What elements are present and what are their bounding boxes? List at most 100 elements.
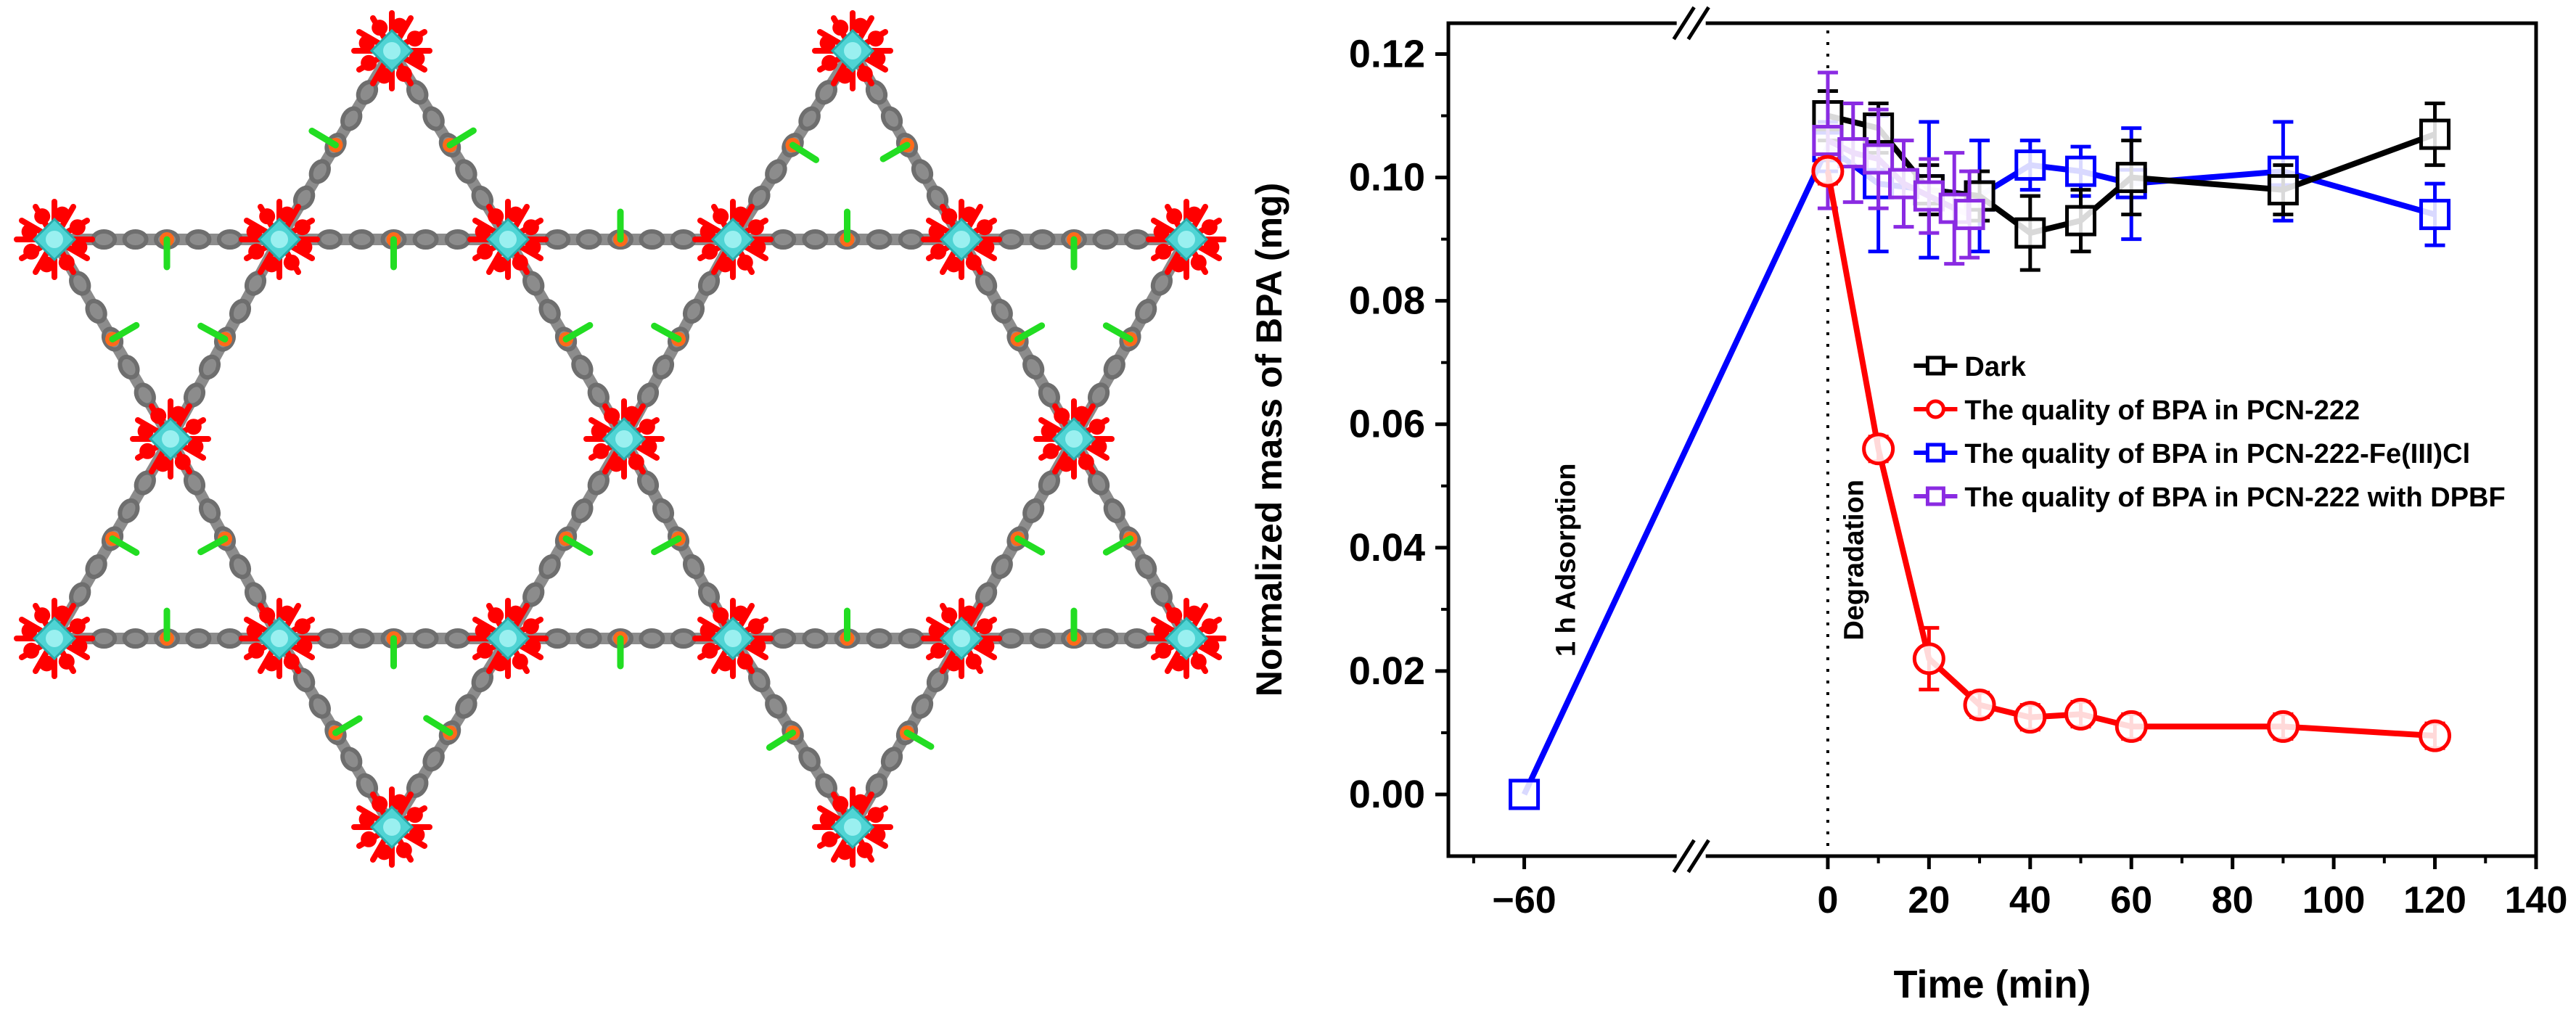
oxygen-atom — [732, 206, 749, 223]
y-tick-label: 0.12 — [1349, 33, 1425, 76]
phenyl-ring — [422, 106, 445, 131]
oxygen-atom — [150, 408, 167, 424]
oxygen-atom — [507, 605, 524, 622]
phenyl-ring — [639, 229, 665, 250]
oxygen-atom — [713, 607, 729, 624]
oxygen-atom — [372, 20, 388, 36]
phenyl-ring — [412, 628, 439, 649]
zr-cluster-node — [1033, 398, 1115, 480]
oxygen-atom — [856, 842, 873, 858]
oxygen-atom — [185, 419, 202, 435]
phenyl-ring — [118, 498, 140, 524]
oxygen-atom — [34, 208, 51, 225]
zirconium-atom — [383, 818, 401, 836]
phenyl-ring — [571, 354, 594, 380]
oxygen-atom — [409, 826, 425, 843]
phenyl-ring — [639, 628, 665, 649]
data-point — [2064, 697, 2098, 731]
legend-marker — [1925, 443, 1945, 463]
data-point — [2419, 199, 2451, 231]
phenyl-ring — [348, 229, 375, 250]
zirconium-atom — [615, 430, 633, 448]
y-tick-label: 0.06 — [1349, 403, 1425, 446]
oxygen-atom — [23, 243, 40, 260]
oxygen-atom — [283, 653, 300, 670]
oxygen-atom — [832, 796, 849, 813]
chloride-ligand — [109, 535, 140, 556]
oxygen-atom — [700, 622, 716, 639]
oxygen-atom — [71, 638, 88, 654]
oxygen-atom — [361, 831, 377, 847]
data-point — [1953, 199, 1985, 231]
data-point — [1811, 155, 1845, 188]
oxygen-atom — [525, 638, 541, 654]
phenyl-ring — [1135, 554, 1157, 580]
phenyl-ring — [229, 298, 252, 324]
phenyl-ring — [1103, 354, 1125, 380]
y-tick-label: 0.02 — [1349, 649, 1425, 693]
legend-label: The quality of BPA in PCN-222 with DPBF — [1964, 482, 2505, 513]
oxygen-atom — [928, 223, 945, 240]
oxygen-atom — [69, 618, 86, 635]
phenyl-ring — [198, 354, 221, 380]
oxygen-atom — [259, 607, 276, 624]
phenyl-ring — [1029, 229, 1056, 250]
phenyl-ring — [798, 747, 821, 772]
phenyl-ring — [118, 354, 140, 380]
oxygen-atom — [941, 607, 958, 624]
zr-cluster-node — [812, 786, 893, 868]
oxygen-atom — [1203, 239, 1220, 255]
oxygen-atom — [930, 243, 947, 260]
axis-break-slash — [1672, 839, 1696, 874]
oxygen-atom — [965, 254, 982, 271]
legend-marker — [1925, 356, 1945, 376]
oxygen-atom — [1186, 605, 1202, 622]
oxygen-atom — [522, 618, 539, 635]
zirconium-atom — [1065, 430, 1083, 448]
zr-cluster-node — [692, 199, 774, 280]
zr-cluster-node — [351, 10, 432, 91]
chloride-ligand — [789, 141, 820, 163]
zirconium-atom — [1178, 231, 1195, 248]
oxygen-atom — [512, 653, 528, 670]
oxygen-atom — [747, 618, 764, 635]
phenyl-ring — [229, 554, 252, 580]
phenyl-ring — [990, 554, 1013, 580]
oxygen-atom — [819, 35, 836, 52]
phenyl-ring — [538, 554, 561, 580]
oxygen-atom — [38, 256, 55, 273]
chloride-ligand — [879, 141, 911, 163]
oxygen-atom — [928, 622, 945, 639]
oxygen-atom — [395, 65, 412, 82]
mof-structure-image — [14, 10, 1226, 868]
phenyl-ring — [122, 229, 149, 250]
oxygen-atom — [832, 20, 849, 36]
oxygen-atom — [279, 206, 295, 223]
oxygen-atom — [409, 50, 425, 67]
zr-cluster-node — [351, 786, 432, 868]
oxygen-atom — [1170, 256, 1187, 273]
phenyl-ring — [340, 747, 363, 772]
data-point — [1837, 137, 1869, 169]
data-point — [1812, 125, 1844, 157]
oxygen-atom — [391, 17, 408, 34]
x-tick-label: 120 — [2403, 879, 2466, 921]
oxygen-atom — [946, 256, 962, 273]
y-tick-label: 0.00 — [1349, 773, 1425, 816]
oxygen-atom — [941, 208, 958, 225]
x-tick-label: 140 — [2505, 879, 2568, 921]
oxygen-atom — [976, 618, 993, 635]
oxygen-atom — [604, 408, 620, 424]
phenyl-ring — [652, 354, 675, 380]
oxygen-atom — [58, 653, 75, 670]
chloride-ligand — [651, 322, 682, 342]
oxygen-atom — [395, 842, 412, 858]
zirconium-atom — [271, 231, 288, 248]
oxygen-atom — [702, 243, 718, 260]
oxygen-atom — [819, 811, 836, 828]
data-point — [2065, 205, 2097, 237]
oxygen-atom — [358, 811, 375, 828]
oxygen-atom — [713, 208, 729, 225]
phenyl-ring — [1022, 354, 1045, 380]
phenyl-ring — [911, 694, 934, 719]
